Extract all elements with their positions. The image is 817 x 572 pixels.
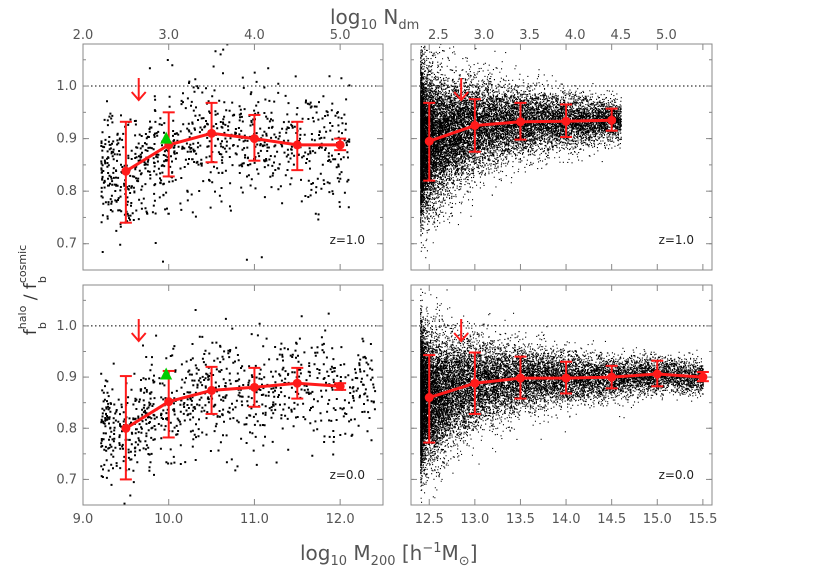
redshift-label: z=0.0 <box>659 468 694 482</box>
panel-top-right: 2.5 3.0 3.5 4.0 4.5 5.0 z=1.0 <box>410 28 713 271</box>
data-point <box>561 373 571 383</box>
x-tick-label: 15.5 <box>688 512 717 527</box>
y-tick-label: 1.0 <box>56 79 77 94</box>
top-tick-label: 4.5 <box>610 28 631 43</box>
top-tick-label: 3.5 <box>519 28 540 43</box>
data-point <box>607 115 617 125</box>
data-point <box>335 140 345 150</box>
scatter-cloud <box>420 288 704 503</box>
x-tick-label: 9.0 <box>73 512 94 527</box>
x-tick-label: 15.0 <box>643 512 672 527</box>
panels: 0.7 0.8 0.9 1.0 2.0 3.0 4.0 5.0 z=1.0 2.5 3.0 3.5 4.… <box>56 28 717 527</box>
y-tick-label: 0.8 <box>56 184 77 199</box>
data-point <box>470 378 480 388</box>
y-tick-label: 0.9 <box>56 370 77 385</box>
data-point <box>424 393 434 403</box>
x-tick-label: 10.0 <box>154 512 183 527</box>
panel-top-left: 0.7 0.8 0.9 1.0 2.0 3.0 4.0 5.0 z=1.0 <box>56 28 384 271</box>
arrow-head <box>453 332 469 343</box>
highlight-marker <box>160 131 173 144</box>
data-point <box>164 397 174 407</box>
x-tick-label: 12.0 <box>326 512 355 527</box>
median-line <box>125 131 341 173</box>
y-tick-label: 0.7 <box>56 472 77 487</box>
x-tick-label: 13.5 <box>506 512 535 527</box>
y-tick-label: 0.7 <box>56 237 77 252</box>
top-tick-label: 3.0 <box>474 28 495 43</box>
x-tick-label: 11.0 <box>240 512 269 527</box>
data-point <box>249 134 259 144</box>
y-axis-title: fbhalo / fbcosmic <box>16 245 49 335</box>
x-tick-label: 14.5 <box>597 512 626 527</box>
top-tick-label: 4.0 <box>244 28 265 43</box>
y-tick-label: 0.8 <box>56 421 77 436</box>
bottom-axis-title: log10 M200 [h−1M⊙] <box>300 541 478 569</box>
scatter-points <box>420 44 622 259</box>
x-tick-label: 12.5 <box>415 512 444 527</box>
top-tick-label: 3.0 <box>158 28 179 43</box>
top-tick-label: 4.0 <box>565 28 586 43</box>
scatter-points <box>420 288 704 503</box>
top-axis-title: log10 Ndm <box>330 5 419 33</box>
arrow-head <box>130 91 147 102</box>
x-tick-label: 13.0 <box>460 512 489 527</box>
top-tick-label: 2.5 <box>428 28 449 43</box>
data-point <box>698 372 708 382</box>
data-point <box>335 381 345 391</box>
data-point <box>207 385 217 395</box>
panel-frame <box>82 43 384 271</box>
data-point <box>607 372 617 382</box>
arrow-head <box>130 332 147 343</box>
panel-frame <box>82 284 384 506</box>
data-point <box>121 166 131 176</box>
scatter-cloud <box>420 44 622 259</box>
arrow-head <box>453 91 469 102</box>
panel-bottom-right: 12.5 13.0 13.5 14.0 14.5 15.0 15.5 z=0.0 <box>410 284 717 527</box>
panel-bottom-left: 0.7 0.8 0.9 1.0 9.0 10.0 11.0 12.0 z=0.0 <box>56 284 384 527</box>
top-tick-label: 5.0 <box>330 28 351 43</box>
data-point <box>292 378 302 388</box>
y-tick-label: 1.0 <box>56 319 77 334</box>
data-point <box>424 136 434 146</box>
redshift-label: z=0.0 <box>330 468 365 482</box>
scatter-points <box>100 44 351 263</box>
panel-frame <box>410 43 713 271</box>
median-line <box>125 381 341 430</box>
panel-frame <box>410 284 713 506</box>
y-tick-label: 0.9 <box>56 132 77 147</box>
scatter-points <box>100 309 377 505</box>
data-point <box>207 128 217 138</box>
data-point <box>292 140 302 150</box>
highlight-marker <box>160 367 173 380</box>
x-tick-label: 14.0 <box>552 512 581 527</box>
scatter-cloud <box>100 44 351 263</box>
data-point <box>515 373 525 383</box>
redshift-label: z=1.0 <box>659 233 694 247</box>
redshift-label: z=1.0 <box>330 233 365 247</box>
svg-text:fbhalo / fbcosmic: fbhalo / fbcosmic <box>16 245 49 335</box>
top-tick-label: 5.0 <box>656 28 677 43</box>
data-point <box>121 423 131 433</box>
data-point <box>561 116 571 126</box>
data-point <box>515 117 525 127</box>
scatter-cloud <box>100 309 377 505</box>
data-point <box>249 382 259 392</box>
data-point <box>470 120 480 130</box>
top-tick-label: 2.0 <box>73 28 94 43</box>
data-point <box>652 369 662 379</box>
